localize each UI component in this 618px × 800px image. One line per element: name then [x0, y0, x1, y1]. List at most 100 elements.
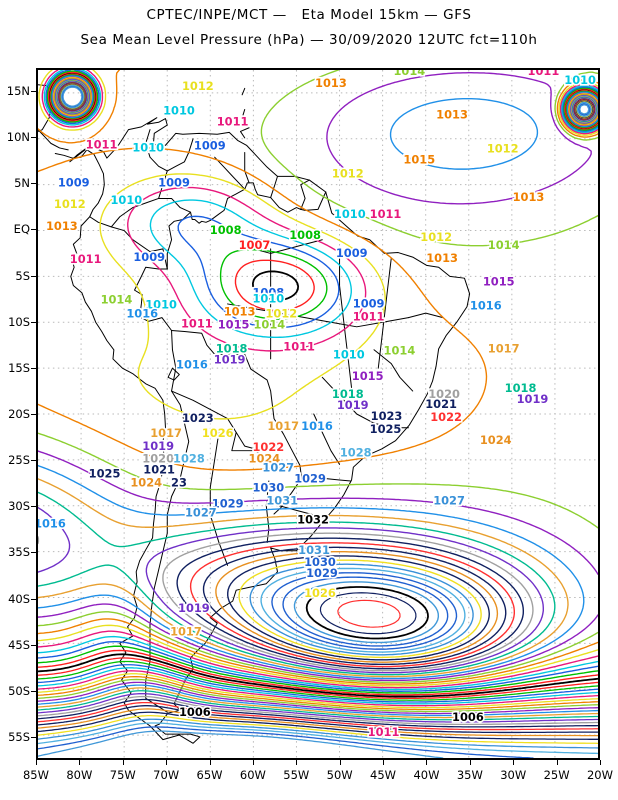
- contour-label-halo: 1011: [370, 207, 402, 221]
- contour-label: 1018: [216, 341, 248, 355]
- contour-1019: [145, 527, 544, 674]
- x-axis-label: 70W: [153, 768, 180, 782]
- contour-label: 1009: [158, 175, 190, 189]
- contour-label-halo: 1011: [181, 316, 213, 330]
- contour-label-halo: 1011: [283, 339, 315, 353]
- contour-label-halo: 1008: [252, 286, 284, 300]
- contour-label-halo: 1014: [393, 70, 425, 78]
- contour-1007: [563, 88, 598, 131]
- contour-985: [38, 718, 598, 749]
- contour-label-halo: 1019: [214, 352, 246, 366]
- contour-1008: [38, 645, 598, 694]
- contour-996: [38, 684, 598, 717]
- contour-1013: [556, 79, 598, 138]
- contour-label-halo: 1015: [352, 369, 384, 383]
- x-axis-label: 25W: [543, 768, 570, 782]
- contour-label: 1026: [304, 586, 336, 600]
- contour-1005: [38, 657, 598, 699]
- contour-982: [38, 730, 444, 758]
- contour-label-halo: 23: [171, 476, 187, 490]
- contour-label: 1023: [182, 411, 214, 425]
- contour-label: 1021: [425, 397, 457, 411]
- y-axis-label: 10N: [6, 130, 30, 145]
- x-axis-label: 85W: [22, 768, 49, 782]
- contour-label-halo: 1023: [371, 409, 403, 423]
- contour-1011: [38, 630, 598, 689]
- x-axis-tick: [513, 760, 515, 765]
- contour-label-halo: 1010: [111, 193, 143, 207]
- contour-1008: [46, 70, 99, 123]
- contour-label: 1013: [46, 219, 78, 233]
- contour-label: 1027: [185, 505, 217, 519]
- contour-label-halo: 1008: [210, 223, 242, 237]
- contour-label-halo: 1012: [182, 79, 214, 93]
- contour-1014: [260, 70, 598, 247]
- contour-992: [38, 695, 598, 726]
- x-axis-tick: [469, 760, 471, 765]
- contour-1015: [38, 450, 598, 575]
- contour-label: 1018: [505, 381, 537, 395]
- contour-label-halo: 1016: [38, 516, 66, 530]
- contour-label: 1014: [488, 238, 520, 252]
- contour-1011: [41, 70, 104, 128]
- y-axis-label: 20S: [8, 407, 30, 421]
- contour-999: [38, 676, 598, 711]
- contour-label-halo: 1019: [178, 601, 210, 615]
- contour-label-halo: 1011: [86, 138, 118, 152]
- contour-label: 1009: [194, 139, 226, 153]
- contour-1015: [326, 71, 592, 205]
- map-plot-area: 1012 1012 1013 1013 1014 1014 1011 1011 1010 1010…: [36, 68, 600, 760]
- x-axis-tick: [36, 760, 37, 765]
- x-axis-tick: [383, 760, 385, 765]
- contour-1011: [559, 83, 598, 135]
- contour-label-halo: 1014: [384, 343, 416, 357]
- contour-label-halo: 1024: [480, 433, 512, 447]
- contour-label: 1015: [352, 369, 384, 383]
- contour-label: 1010: [111, 193, 143, 207]
- contour-1010: [43, 70, 102, 126]
- contour-label-halo: 1009: [194, 139, 226, 153]
- contour-label: 1013: [436, 108, 468, 122]
- contour-label: 1014: [101, 293, 133, 307]
- contour-label: 1019: [142, 439, 174, 453]
- y-axis-label: 35S: [8, 545, 30, 560]
- contour-label: 1013: [513, 190, 545, 204]
- contour-label-halo: 1030: [304, 555, 336, 569]
- contour-1019: [38, 506, 71, 573]
- contour-1022: [189, 542, 515, 668]
- contour-989: [38, 705, 598, 734]
- contour-label-halo: 1010: [564, 73, 596, 87]
- contour-label: 1022: [430, 410, 462, 424]
- contour-label-halo: 1027: [433, 493, 465, 507]
- contour-label: 1018: [332, 387, 364, 401]
- contour-label: 1014: [393, 70, 425, 78]
- contour-label-halo: 1020: [142, 452, 174, 466]
- contour-label: 1009: [58, 175, 90, 189]
- contour-1018: [38, 491, 556, 676]
- contour-1006: [48, 72, 97, 121]
- contour-label: 1006: [452, 710, 484, 724]
- contour-label-halo: 1009: [353, 297, 385, 311]
- x-axis-label: 30W: [500, 768, 527, 782]
- contour-label: 23: [171, 476, 187, 490]
- contour-label-halo: 1010: [163, 104, 195, 118]
- y-axis-tick: [31, 644, 36, 646]
- contour-1006: [251, 270, 300, 301]
- contour-label: 1008: [252, 286, 284, 300]
- contour-label-halo: 1015: [218, 317, 250, 331]
- contour-label-halo: 1017: [267, 419, 299, 433]
- contour-label: 1030: [304, 555, 336, 569]
- x-axis-label: 20W: [586, 768, 613, 782]
- contour-label-halo: 1010: [145, 298, 177, 312]
- contour-label: 1012: [420, 230, 452, 244]
- contour-label-halo: 1016: [176, 357, 208, 371]
- contour-label-halo: 1024: [130, 476, 162, 490]
- contour-label: 1016: [176, 357, 208, 371]
- contour-997: [38, 681, 598, 715]
- contour-label: 1009: [353, 297, 385, 311]
- contour-986: [38, 715, 598, 745]
- contour-label-halo: 1022: [252, 440, 284, 454]
- contour-label: 1015: [403, 152, 435, 166]
- contour-label-halo: 1007: [239, 238, 271, 252]
